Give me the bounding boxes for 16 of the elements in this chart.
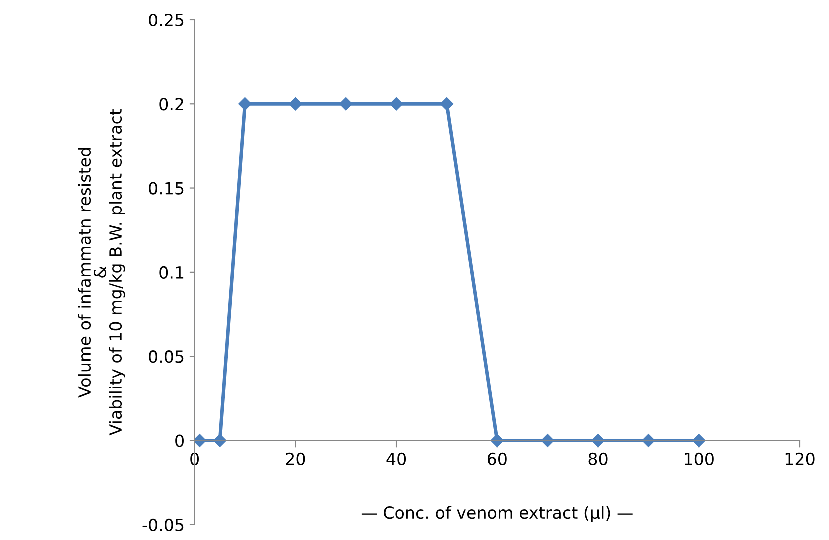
y-tick-label: 0.1 <box>160 266 184 279</box>
x-tick-label: 40 <box>386 452 406 466</box>
x-tick-label: 20 <box>286 452 306 466</box>
x-tick-label: 120 <box>786 452 815 466</box>
x-tick-label: 0 <box>190 452 200 466</box>
y-tick-label: 0.2 <box>160 98 184 111</box>
y-axis-title: Volume of infammatn resisted & Viability of 10 mg/kg B.W. plant extract <box>78 109 126 436</box>
x-tick-label: 100 <box>685 452 714 466</box>
y-tick-label: 0.15 <box>149 182 184 195</box>
y-tick-label: 0.05 <box>149 350 184 364</box>
x-axis-title: — Conc. of venom extract (µl) — <box>362 506 633 522</box>
x-tick-label: 80 <box>588 452 608 466</box>
y-tick-label: 0 <box>176 434 184 448</box>
y-tick-label: -0.05 <box>142 518 184 532</box>
y-tick-label: 0.25 <box>149 14 184 27</box>
x-tick-label: 60 <box>488 452 507 466</box>
